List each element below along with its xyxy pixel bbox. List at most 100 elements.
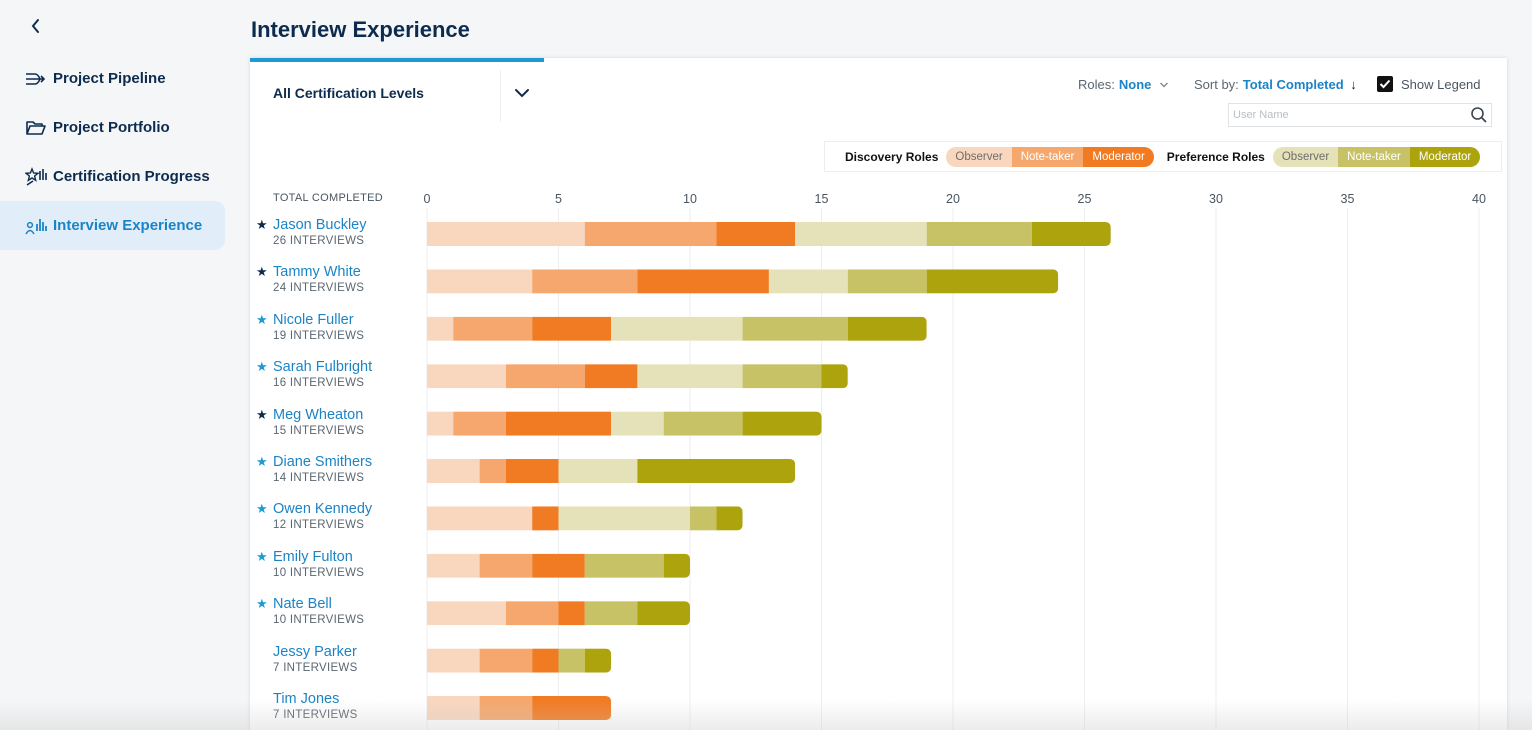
user-name-link[interactable]: Tim Jones [273, 691, 340, 707]
interview-count: 7 INTERVIEWS [273, 709, 358, 721]
user-name-search-input[interactable] [1229, 104, 1459, 126]
user-name-link[interactable]: Jessy Parker [273, 643, 357, 660]
legend-preference-note-taker: Note-taker [1338, 146, 1410, 167]
bar-segment [505, 411, 612, 436]
bar-chart-user-icon [25, 215, 47, 237]
bar-segment [427, 696, 480, 720]
show-legend-toggle[interactable]: Show Legend [1377, 76, 1481, 92]
sidebar-item-certification-progress[interactable]: Certification Progress [0, 152, 225, 201]
interview-stacked-bar-chart: 0 5 10 15 20 25 30 35 40 [424, 192, 1486, 730]
x-tick-label: 30 [1209, 192, 1223, 206]
chevron-down-icon[interactable] [514, 86, 530, 104]
bar-segment [847, 269, 927, 294]
bar-segment [427, 601, 506, 626]
bar-segment [558, 601, 585, 626]
star-icon: ★ [256, 501, 268, 517]
roles-value: None [1118, 77, 1152, 92]
interview-count: 15 INTERVIEWS [273, 424, 365, 437]
interview-count: 10 INTERVIEWS [273, 566, 365, 579]
sort-by-control[interactable]: Sort by: Total Completed ↓ [1194, 77, 1357, 92]
bar-segment [663, 411, 743, 436]
dropdown-divider [500, 70, 501, 122]
interview-count: 12 INTERVIEWS [273, 519, 365, 532]
user-name-link[interactable]: Sarah Fulbright [273, 359, 373, 376]
bar-segment [847, 316, 927, 341]
sidebar-item-interview-experience[interactable]: Interview Experience [0, 201, 225, 250]
row-label: ★ Sarah Fulbright 16 INTERVIEWS [256, 358, 426, 389]
bar-segment [584, 364, 638, 389]
interview-count: 7 INTERVIEWS [273, 661, 358, 674]
bar-segment [479, 553, 533, 578]
bar-segment [505, 364, 585, 389]
row-label: ★ Emily Fulton 10 INTERVIEWS [256, 548, 426, 579]
bar-segment [716, 506, 743, 531]
roles-filter[interactable]: Roles: None [1078, 77, 1169, 92]
interview-count: 26 INTERVIEWS [273, 235, 365, 247]
x-tick-label: 0 [424, 192, 431, 206]
sidebar-item-project-pipeline[interactable]: Project Pipeline [0, 54, 225, 103]
bar-segment [558, 506, 690, 531]
sidebar-nav: Project Pipeline Project Portfolio Certi… [0, 54, 225, 250]
x-tick-label: 10 [683, 192, 697, 206]
sidebar-item-label: Project Portfolio [53, 119, 170, 136]
sort-label: Sort by: [1194, 77, 1239, 92]
star-icon: ★ [256, 548, 268, 564]
bar-segment [427, 411, 454, 436]
bar-segment [1031, 222, 1111, 246]
bar-segment [453, 316, 533, 341]
user-name-link[interactable]: Tammy White [273, 264, 361, 281]
row-label: ★ Nate Bell 10 INTERVIEWS [256, 595, 426, 626]
row-label: ★ Nicole Fuller 19 INTERVIEWS [256, 311, 426, 342]
bar-segment [795, 222, 927, 246]
sidebar-item-project-portfolio[interactable]: Project Portfolio [0, 103, 225, 152]
user-name-link[interactable]: Diane Smithers [273, 454, 373, 470]
certification-level-dropdown[interactable]: All Certification Levels [250, 58, 544, 122]
bar-segment [558, 648, 585, 673]
bar-segment [427, 222, 585, 246]
user-name-link[interactable]: Nicole Fuller [273, 311, 354, 328]
bar-segment [716, 222, 796, 246]
bar-segment [558, 459, 638, 483]
interview-count: 16 INTERVIEWS [273, 377, 365, 390]
user-name-link[interactable]: Emily Fulton [273, 548, 353, 565]
bar-segment [427, 553, 480, 578]
legend-preference-observer: Observer [1272, 146, 1339, 167]
legend-preference-moderator: Moderator [1409, 146, 1481, 167]
x-tick-label: 35 [1341, 192, 1355, 206]
interview-count: 14 INTERVIEWS [273, 472, 365, 484]
bar-segment [532, 553, 585, 578]
user-name-link[interactable]: Owen Kennedy [273, 501, 373, 518]
star-icon: ★ [256, 217, 268, 232]
discovery-roles-label: Discovery Roles [845, 149, 939, 164]
user-name-link[interactable]: Jason Buckley [273, 217, 367, 233]
bar-segment [637, 459, 796, 483]
search-icon[interactable] [1470, 106, 1488, 129]
show-legend-checkbox[interactable] [1377, 76, 1393, 92]
legend-discovery-observer: Observer [946, 146, 1012, 167]
bar-segment [532, 696, 612, 720]
bar-segment [584, 222, 717, 246]
row-label: Tim Jones 7 INTERVIEWS [256, 690, 426, 721]
row-label: ★ Owen Kennedy 12 INTERVIEWS [256, 500, 426, 531]
star-icon: ★ [256, 311, 268, 327]
sidebar-item-label: Project Pipeline [53, 70, 166, 87]
sort-direction-arrow-icon[interactable]: ↓ [1350, 77, 1357, 92]
row-label: ★ Meg Wheaton 15 INTERVIEWS [256, 406, 426, 437]
bar-segment [637, 364, 743, 389]
x-axis-label: TOTAL COMPLETED [273, 192, 384, 204]
page-title: Interview Experience [251, 17, 470, 42]
bar-segment [427, 269, 533, 294]
bar-segment [453, 411, 506, 436]
x-tick-label: 40 [1472, 192, 1486, 206]
bar-segment [584, 553, 664, 578]
bar-segment [505, 601, 559, 626]
interview-count: 24 INTERVIEWS [273, 282, 365, 295]
certification-icon [25, 166, 47, 188]
bar-segment [584, 648, 612, 673]
star-icon: ★ [256, 264, 268, 280]
user-name-link[interactable]: Nate Bell [273, 596, 332, 613]
sidebar-item-label: Certification Progress [53, 168, 210, 185]
star-icon: ★ [256, 596, 268, 612]
back-chevron-icon[interactable] [26, 16, 46, 36]
user-name-link[interactable]: Meg Wheaton [273, 406, 364, 423]
